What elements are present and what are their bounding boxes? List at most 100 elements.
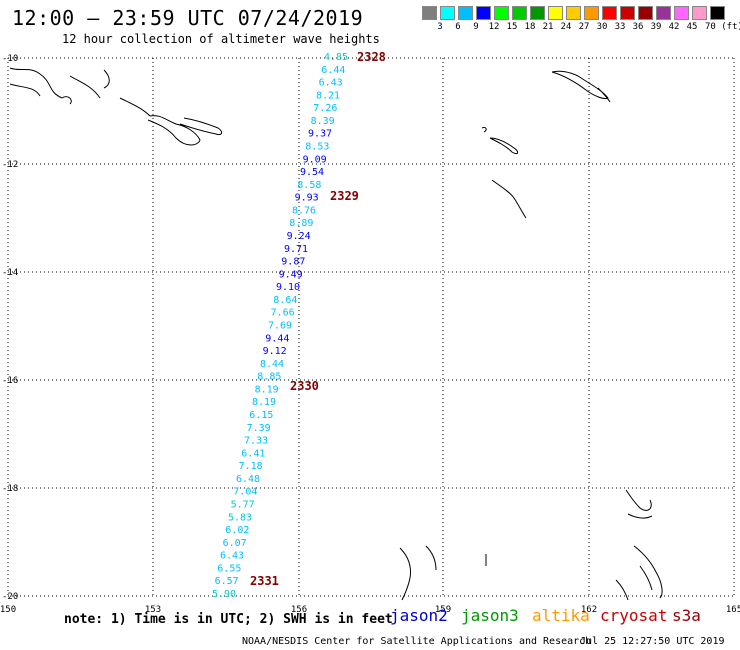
swh-value: 8.53	[305, 142, 329, 153]
scale-swatch	[476, 6, 491, 20]
scale-tick-label: 6	[455, 22, 461, 32]
swh-value: 6.07	[223, 538, 247, 549]
swh-value: 8.21	[316, 90, 340, 101]
swh-value: 9.54	[300, 167, 324, 178]
footer-timestamp: Jul 25 12:27:50 UTC 2019	[580, 636, 725, 647]
scale-swatch	[692, 6, 707, 20]
track-time-label: 2331	[250, 574, 279, 588]
swh-value: 6.15	[249, 410, 273, 421]
swh-value: 8.19	[252, 397, 276, 408]
lat-label: -10	[2, 54, 18, 64]
coastline-solomon-islands	[9, 67, 223, 146]
track-time-label: 2328	[357, 50, 386, 64]
lon-label: 156	[291, 605, 307, 615]
swh-value: 6.43	[220, 551, 244, 562]
swh-value: 9.37	[308, 129, 332, 140]
footer-organization: NOAA/NESDIS Center for Satellite Applica…	[242, 636, 592, 647]
swh-value: 5.83	[228, 512, 252, 523]
swh-value: 7.26	[313, 103, 337, 114]
axis-labels: -10 -12 -14 -16 -18 -20 150 153 156 159 162 165	[0, 54, 740, 615]
swh-value: 8.44	[260, 359, 284, 370]
coastline-new-caledonia-south	[615, 489, 663, 601]
scale-tick-label: 18	[524, 22, 536, 32]
satellite-legend-altika: altika	[532, 606, 590, 625]
scale-swatch	[674, 6, 689, 20]
coastline-queensland	[399, 545, 487, 601]
swh-value: 6.57	[215, 576, 239, 587]
swh-value: 6.55	[217, 563, 241, 574]
scale-swatch	[530, 6, 545, 20]
altimeter-track: 4.856.446.438.217.268.399.378.539.099.54…	[212, 50, 386, 600]
swh-value: 6.02	[225, 525, 249, 536]
swh-value: 9.12	[263, 346, 287, 357]
track-time-label: 2330	[290, 379, 319, 393]
swh-value: 7.66	[271, 308, 295, 319]
scale-swatch	[566, 6, 581, 20]
scale-swatch	[440, 6, 455, 20]
swh-value: 4.85	[324, 52, 348, 63]
satellite-legend-s3a: s3a	[672, 606, 701, 625]
satellite-legend-jason2: jason2	[390, 606, 448, 625]
swh-value: 8.64	[273, 295, 297, 306]
scale-tick-label: 3	[437, 22, 443, 32]
scale-swatch	[548, 6, 563, 20]
swh-value: 7.33	[244, 436, 268, 447]
chart-subtitle: 12 hour collection of altimeter wave hei…	[62, 32, 380, 46]
scale-tick-label: 21	[542, 22, 554, 32]
swh-value: 9.10	[276, 282, 300, 293]
scale-tick-label: 15	[506, 22, 518, 32]
swh-value: 5.77	[231, 500, 255, 511]
lat-label: -16	[2, 376, 18, 386]
lon-label: 150	[0, 605, 16, 615]
scale-swatch	[494, 6, 509, 20]
satellite-legend-jason3: jason3	[461, 606, 519, 625]
scale-tick-label: 9	[473, 22, 479, 32]
swh-value: 9.87	[281, 257, 305, 268]
swh-value: 5.90	[212, 589, 236, 600]
lon-label: 162	[581, 605, 597, 615]
swh-value: 8.58	[297, 180, 321, 191]
lon-label: 165	[726, 605, 740, 615]
swh-value: 7.18	[239, 461, 263, 472]
swh-value: 8.76	[292, 205, 316, 216]
scale-tick-label: 24	[560, 22, 572, 32]
scale-swatch	[458, 6, 473, 20]
lat-label: -14	[2, 268, 18, 278]
swh-value: 7.39	[247, 423, 271, 434]
swh-value: 9.44	[265, 333, 289, 344]
scale-tick-label: 39	[650, 22, 662, 32]
lon-label: 153	[145, 605, 161, 615]
swh-value: 9.71	[284, 244, 308, 255]
scale-tick-label: 36	[632, 22, 644, 32]
swh-value: 9.49	[279, 269, 303, 280]
swh-value: 9.09	[303, 154, 327, 165]
swh-value: 6.48	[236, 474, 260, 485]
scale-tick-label: 33	[614, 22, 626, 32]
scale-tick-label: 27	[578, 22, 590, 32]
swh-value: 8.89	[289, 218, 313, 229]
swh-value: 6.41	[241, 448, 265, 459]
footnote: note: 1) Time is in UTC; 2) SWH is in fe…	[64, 612, 393, 627]
lat-label: -20	[2, 592, 18, 602]
satellite-legend-cryosat: cryosat	[600, 606, 668, 625]
lat-label: -12	[2, 160, 18, 170]
scale-swatch	[602, 6, 617, 20]
scale-tick-label: 45	[686, 22, 698, 32]
scale-tick-label: 70 (ft)	[705, 22, 740, 32]
swh-value: 6.44	[321, 65, 345, 76]
track-time-label: 2329	[330, 189, 359, 203]
swh-value: 8.39	[311, 116, 335, 127]
scale-tick-label: 12	[488, 22, 500, 32]
swh-value: 7.69	[268, 321, 292, 332]
scale-swatch	[620, 6, 635, 20]
scale-swatch	[512, 6, 527, 20]
coastline-vanuatu-north	[551, 70, 611, 103]
scale-swatch	[710, 6, 725, 20]
coastline-new-caledonia-islands	[481, 127, 527, 219]
swh-value: 7.04	[233, 487, 257, 498]
swh-value: 8.19	[255, 384, 279, 395]
swh-value: 6.43	[319, 78, 343, 89]
swh-value: 8.85	[257, 372, 281, 383]
lat-label: -18	[2, 484, 18, 494]
